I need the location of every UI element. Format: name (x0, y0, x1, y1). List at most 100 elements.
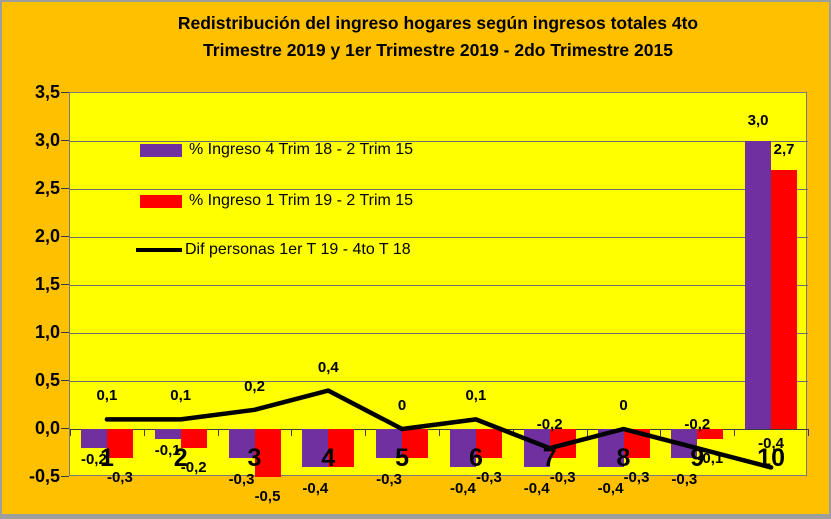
y-axis-tick-label: 3,5 (34, 82, 60, 102)
bar-data-label: -0,3 (475, 468, 502, 486)
line-data-label: 0,1 (465, 387, 487, 405)
legend-label-red-series: % Ingreso 1 Trim 19 - 2 Trim 15 (189, 192, 414, 209)
y-axis-tick-label: 2,5 (34, 178, 60, 198)
bar-data-label: -0,4 (523, 480, 550, 498)
gridline (70, 141, 808, 142)
gridline (70, 381, 808, 382)
chart-title-line2: Trimestre 2019 y 1er Trimestre 2019 - 2d… (203, 40, 673, 60)
line-data-label: 0,1 (170, 387, 192, 405)
y-axis-tick-label: 3,0 (34, 130, 60, 150)
y-axis-tick-mark (61, 380, 69, 381)
x-axis-tick-mark (291, 429, 293, 436)
x-axis-tick-mark (586, 429, 588, 436)
legend-item-red-series: % Ingreso 1 Trim 19 - 2 Trim 15 (140, 192, 413, 210)
bar-red-series (254, 429, 281, 477)
line-data-label: -0,4 (758, 435, 785, 453)
category-axis-label: 4 (321, 444, 336, 472)
bar-red-series (697, 429, 724, 439)
line-data-label: 0,4 (317, 358, 339, 376)
bar-data-label: -0,2 (180, 459, 207, 477)
bar-data-label: -0,3 (376, 470, 403, 488)
line-series-swatch-icon (136, 248, 182, 252)
bar-data-label: -0,3 (228, 470, 255, 488)
y-axis-tick-mark (61, 332, 69, 333)
category-axis-label: 7 (542, 444, 557, 472)
line-data-label: 0,2 (244, 377, 265, 395)
bar-data-label: -0,1 (154, 441, 181, 459)
bar-red-series (402, 429, 429, 458)
y-axis-tick-label: 0,5 (34, 370, 60, 390)
red-series-swatch-icon (140, 194, 182, 208)
bar-data-label: -0,3 (623, 468, 650, 486)
bar-purple-series (302, 429, 329, 468)
y-axis-tick-mark (61, 428, 69, 429)
bar-data-label: -0,3 (106, 468, 133, 486)
y-axis-tick-label: 0,0 (34, 418, 60, 438)
y-axis-tick-label: 2,0 (34, 226, 60, 246)
category-axis-label: 9 (690, 444, 705, 472)
line-data-label: 0 (619, 397, 628, 414)
line-data-label: 0,1 (96, 387, 118, 405)
gridline (70, 189, 808, 190)
x-axis-tick-mark (70, 429, 71, 436)
y-axis-tick-label: -0,5 (28, 466, 60, 486)
category-axis-label: 1 (99, 444, 114, 472)
x-axis-tick-mark (660, 429, 662, 436)
bar-red-series (180, 429, 207, 449)
x-axis-tick-mark (808, 429, 809, 436)
bar-data-label: -0,5 (254, 488, 281, 505)
bar-purple-series (228, 429, 255, 458)
y-axis-tick-mark (61, 284, 69, 285)
bar-data-label: 3,0 (747, 112, 769, 129)
legend-label-line-series: Dif personas 1er T 19 - 4to T 18 (185, 241, 411, 258)
line-data-label: -0,2 (684, 416, 711, 434)
legend-label-purple-series: % Ingreso 4 Trim 18 - 2 Trim 15 (189, 141, 414, 158)
category-axis-label: 5 (395, 444, 410, 472)
bar-purple-series (154, 429, 181, 439)
chart-title: Redistribución del ingreso hogares según… (69, 10, 807, 64)
x-axis-tick-mark (734, 429, 736, 436)
trend-line (104, 388, 774, 470)
gridline (70, 333, 808, 334)
gridline (70, 237, 808, 238)
bar-data-label: -0,2 (80, 451, 107, 469)
chart-title-line1: Redistribución del ingreso hogares según… (177, 13, 699, 33)
category-axis-label: 8 (616, 444, 631, 472)
bar-purple-series (376, 429, 403, 458)
category-axis-label: 2 (173, 444, 188, 472)
y-axis-tick-label: 1,0 (34, 322, 60, 342)
line-data-label: -0,2 (536, 416, 563, 434)
purple-series-swatch-icon (140, 143, 182, 157)
bar-red-series (106, 429, 133, 458)
x-axis-tick-mark (143, 429, 145, 436)
y-axis-tick-mark (61, 92, 69, 93)
bar-data-label: 2,7 (773, 140, 795, 158)
legend-item-purple-series: % Ingreso 4 Trim 18 - 2 Trim 15 (140, 141, 413, 159)
y-axis-tick-mark (61, 236, 69, 237)
y-axis-tick-mark (61, 140, 69, 141)
line-data-label: 0 (397, 397, 407, 414)
category-axis-label: 6 (468, 444, 483, 472)
y-axis-tick-mark (61, 188, 69, 189)
x-axis-tick-mark (439, 429, 440, 436)
bar-data-label: -0,4 (449, 480, 476, 498)
bar-purple-series (80, 429, 107, 449)
bar-data-label: -0,4 (597, 480, 624, 498)
y-axis-tick-mark (61, 476, 69, 477)
bar-purple-series (449, 429, 476, 468)
bar-data-label: -0,4 (302, 480, 329, 498)
bar-red-series (328, 429, 355, 468)
legend-item-line-series: Dif personas 1er T 19 - 4to T 18 (136, 241, 411, 259)
plot-area: % Ingreso 4 Trim 18 - 2 Trim 15 % Ingres… (69, 92, 809, 505)
bar-purple-series (745, 141, 772, 429)
x-axis-tick-mark (217, 429, 219, 436)
bar-red-series (771, 169, 798, 429)
gridline (70, 285, 808, 286)
bar-data-label: -0,3 (671, 470, 698, 488)
category-axis-label: 3 (247, 444, 262, 472)
bar-data-label: -0,3 (549, 468, 576, 486)
bar-red-series (475, 429, 502, 458)
x-axis-tick-mark (365, 429, 367, 436)
y-axis-tick-label: 1,5 (34, 274, 60, 294)
